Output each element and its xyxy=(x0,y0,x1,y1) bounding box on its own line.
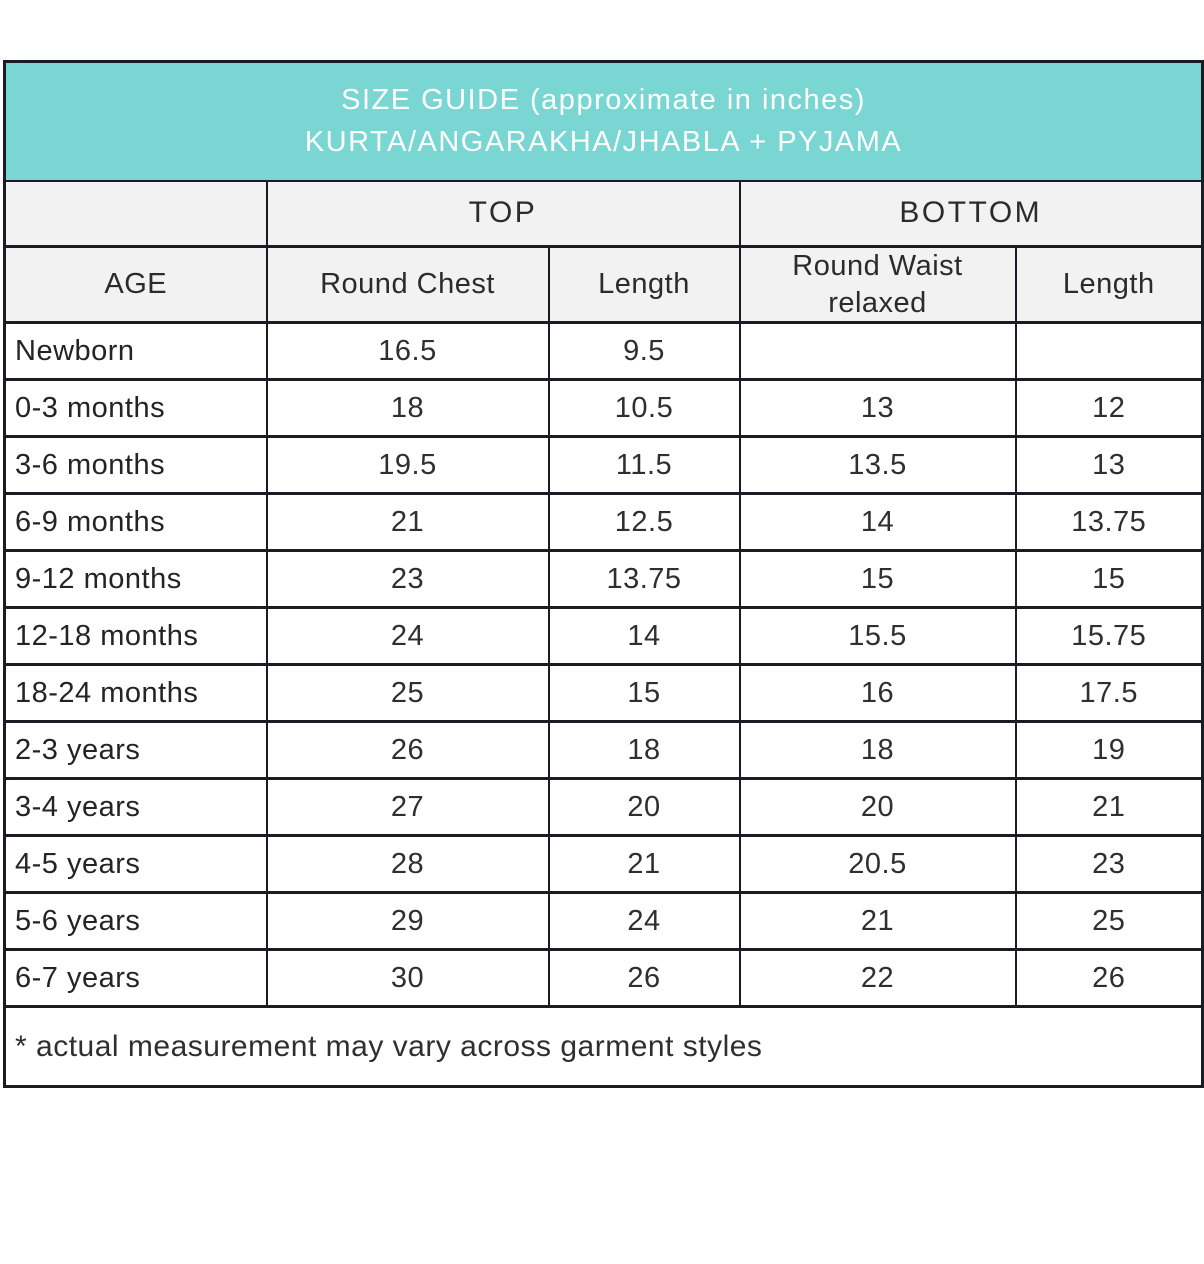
age-cell: 18-24 months xyxy=(3,663,268,723)
round-chest-cell: 18 xyxy=(265,378,550,438)
table-row: 3-4 years 27 20 20 21 xyxy=(3,777,1204,837)
top-length-cell: 24 xyxy=(547,891,741,951)
bottom-length-cell: 26 xyxy=(1014,948,1204,1008)
round-chest-cell: 16.5 xyxy=(265,321,550,381)
table-row: 0-3 months 18 10.5 13 12 xyxy=(3,378,1204,438)
age-cell: 3-6 months xyxy=(3,435,268,495)
column-header-row: AGE Round Chest Length Round Waist relax… xyxy=(3,245,1204,324)
bottom-length-cell: 12 xyxy=(1014,378,1204,438)
age-cell: 6-9 months xyxy=(3,492,268,552)
round-waist-cell: 15.5 xyxy=(738,606,1017,666)
top-length-cell: 20 xyxy=(547,777,741,837)
round-chest-cell: 28 xyxy=(265,834,550,894)
footnote-text: * actual measurement may vary across gar… xyxy=(3,1005,1204,1088)
round-waist-cell: 20.5 xyxy=(738,834,1017,894)
table-row: Newborn 16.5 9.5 xyxy=(3,321,1204,381)
bottom-length-cell: 17.5 xyxy=(1014,663,1204,723)
age-cell: 9-12 months xyxy=(3,549,268,609)
age-cell: 5-6 years xyxy=(3,891,268,951)
round-waist-cell: 16 xyxy=(738,663,1017,723)
round-waist-cell: 22 xyxy=(738,948,1017,1008)
table-row: 5-6 years 29 24 21 25 xyxy=(3,891,1204,951)
column-header-age: AGE xyxy=(3,245,268,324)
round-chest-cell: 29 xyxy=(265,891,550,951)
column-header-bottom-length: Length xyxy=(1014,245,1204,324)
group-header-row: TOP BOTTOM xyxy=(3,179,1204,248)
footnote-row: * actual measurement may vary across gar… xyxy=(3,1005,1204,1088)
group-header-empty xyxy=(3,179,268,248)
group-header-bottom: BOTTOM xyxy=(738,179,1204,248)
age-cell: 12-18 months xyxy=(3,606,268,666)
round-chest-cell: 19.5 xyxy=(265,435,550,495)
age-cell: 3-4 years xyxy=(3,777,268,837)
top-length-cell: 21 xyxy=(547,834,741,894)
top-length-cell: 14 xyxy=(547,606,741,666)
round-waist-cell: 15 xyxy=(738,549,1017,609)
round-chest-cell: 23 xyxy=(265,549,550,609)
round-waist-cell: 13.5 xyxy=(738,435,1017,495)
group-header-top: TOP xyxy=(265,179,741,248)
table-row: 3-6 months 19.5 11.5 13.5 13 xyxy=(3,435,1204,495)
title-row: SIZE GUIDE (approximate in inches) KURTA… xyxy=(3,60,1204,182)
bottom-length-cell: 15 xyxy=(1014,549,1204,609)
round-waist-cell: 21 xyxy=(738,891,1017,951)
age-cell: 0-3 months xyxy=(3,378,268,438)
top-length-cell: 10.5 xyxy=(547,378,741,438)
top-length-cell: 26 xyxy=(547,948,741,1008)
top-length-cell: 15 xyxy=(547,663,741,723)
top-length-cell: 12.5 xyxy=(547,492,741,552)
round-waist-cell: 20 xyxy=(738,777,1017,837)
table-title-line2: KURTA/ANGARAKHA/JHABLA + PYJAMA xyxy=(304,126,903,159)
age-cell: 2-3 years xyxy=(3,720,268,780)
age-cell: 4-5 years xyxy=(3,834,268,894)
bottom-length-cell: 15.75 xyxy=(1014,606,1204,666)
round-chest-cell: 27 xyxy=(265,777,550,837)
table-row: 4-5 years 28 21 20.5 23 xyxy=(3,834,1204,894)
bottom-length-cell: 21 xyxy=(1014,777,1204,837)
top-length-cell: 18 xyxy=(547,720,741,780)
age-cell: Newborn xyxy=(3,321,268,381)
table-row: 18-24 months 25 15 16 17.5 xyxy=(3,663,1204,723)
round-chest-cell: 24 xyxy=(265,606,550,666)
bottom-length-cell: 13.75 xyxy=(1014,492,1204,552)
table-row: 9-12 months 23 13.75 15 15 xyxy=(3,549,1204,609)
table-title-line1: SIZE GUIDE (approximate in inches) xyxy=(341,84,866,117)
round-chest-cell: 26 xyxy=(265,720,550,780)
bottom-length-cell: 13 xyxy=(1014,435,1204,495)
bottom-length-cell: 23 xyxy=(1014,834,1204,894)
round-waist-cell: 13 xyxy=(738,378,1017,438)
table-row: 12-18 months 24 14 15.5 15.75 xyxy=(3,606,1204,666)
top-length-cell: 9.5 xyxy=(547,321,741,381)
table-title: SIZE GUIDE (approximate in inches) KURTA… xyxy=(3,60,1204,182)
round-waist-cell xyxy=(738,321,1017,381)
column-header-round-waist: Round Waist relaxed xyxy=(738,245,1017,324)
bottom-length-cell xyxy=(1014,321,1204,381)
table-row: 6-9 months 21 12.5 14 13.75 xyxy=(3,492,1204,552)
age-cell: 6-7 years xyxy=(3,948,268,1008)
top-length-cell: 11.5 xyxy=(547,435,741,495)
size-guide-table: SIZE GUIDE (approximate in inches) KURTA… xyxy=(3,60,1204,1088)
round-waist-cell: 18 xyxy=(738,720,1017,780)
column-header-round-chest: Round Chest xyxy=(265,245,550,324)
top-length-cell: 13.75 xyxy=(547,549,741,609)
round-chest-cell: 21 xyxy=(265,492,550,552)
round-chest-cell: 25 xyxy=(265,663,550,723)
size-guide-page: SIZE GUIDE (approximate in inches) KURTA… xyxy=(0,60,1204,1264)
table-row: 2-3 years 26 18 18 19 xyxy=(3,720,1204,780)
bottom-length-cell: 19 xyxy=(1014,720,1204,780)
column-header-top-length: Length xyxy=(547,245,741,324)
bottom-length-cell: 25 xyxy=(1014,891,1204,951)
table-row: 6-7 years 30 26 22 26 xyxy=(3,948,1204,1008)
round-waist-cell: 14 xyxy=(738,492,1017,552)
round-chest-cell: 30 xyxy=(265,948,550,1008)
